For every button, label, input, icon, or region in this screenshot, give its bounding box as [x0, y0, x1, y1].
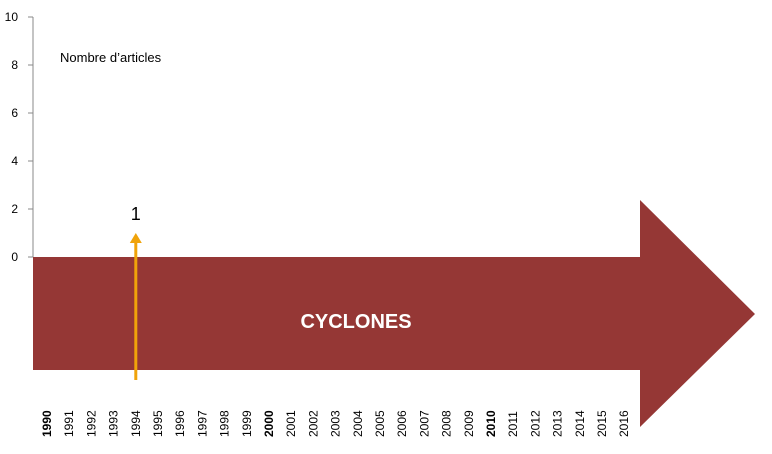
x-tick-label: 2008: [440, 410, 454, 437]
x-tick-label: 2012: [528, 410, 542, 437]
x-tick-label: 1991: [62, 410, 76, 437]
x-tick-label: 1993: [107, 410, 121, 437]
x-tick-label: 2011: [506, 411, 520, 437]
x-tick-label: 2015: [595, 410, 609, 437]
x-tick-label: 2001: [284, 410, 298, 437]
x-tick-label: 2009: [462, 410, 476, 437]
arrow-head: [129, 233, 142, 243]
x-tick-label: 2003: [329, 410, 343, 437]
x-tick-label: 1997: [195, 410, 209, 437]
y-tick-label: 4: [11, 154, 18, 168]
x-tick-label: 2007: [417, 410, 431, 437]
x-tick-label: 2004: [351, 410, 365, 437]
y-tick-label: 6: [11, 106, 18, 120]
x-tick-label: 2013: [551, 410, 565, 437]
y-tick-label: 8: [11, 58, 18, 72]
x-tick-label: 2010: [484, 410, 498, 437]
x-tick-label: 2016: [617, 410, 631, 437]
x-tick-label: 1996: [173, 410, 187, 437]
x-tick-label: 1990: [40, 410, 54, 437]
x-tick-label: 2014: [573, 410, 587, 437]
x-tick-label: 1992: [84, 410, 98, 437]
y-tick-label: 2: [11, 202, 18, 216]
x-tick-label: 1994: [129, 410, 143, 437]
x-tick-label: 1999: [240, 410, 254, 437]
x-tick-label: 2006: [395, 410, 409, 437]
y-axis-label: Nombre d’articles: [60, 50, 162, 65]
x-tick-label: 1995: [151, 410, 165, 437]
x-tick-label: 2005: [373, 410, 387, 437]
x-tick-label: 2002: [306, 410, 320, 437]
y-tick-label: 0: [11, 250, 18, 264]
value-label: 1: [131, 204, 141, 224]
banner-arrow: [33, 200, 755, 427]
x-tick-label: 2000: [262, 410, 276, 437]
x-tick-label: 1998: [218, 410, 232, 437]
y-tick-label: 10: [5, 10, 19, 24]
banner-label: CYCLONES: [300, 311, 411, 333]
